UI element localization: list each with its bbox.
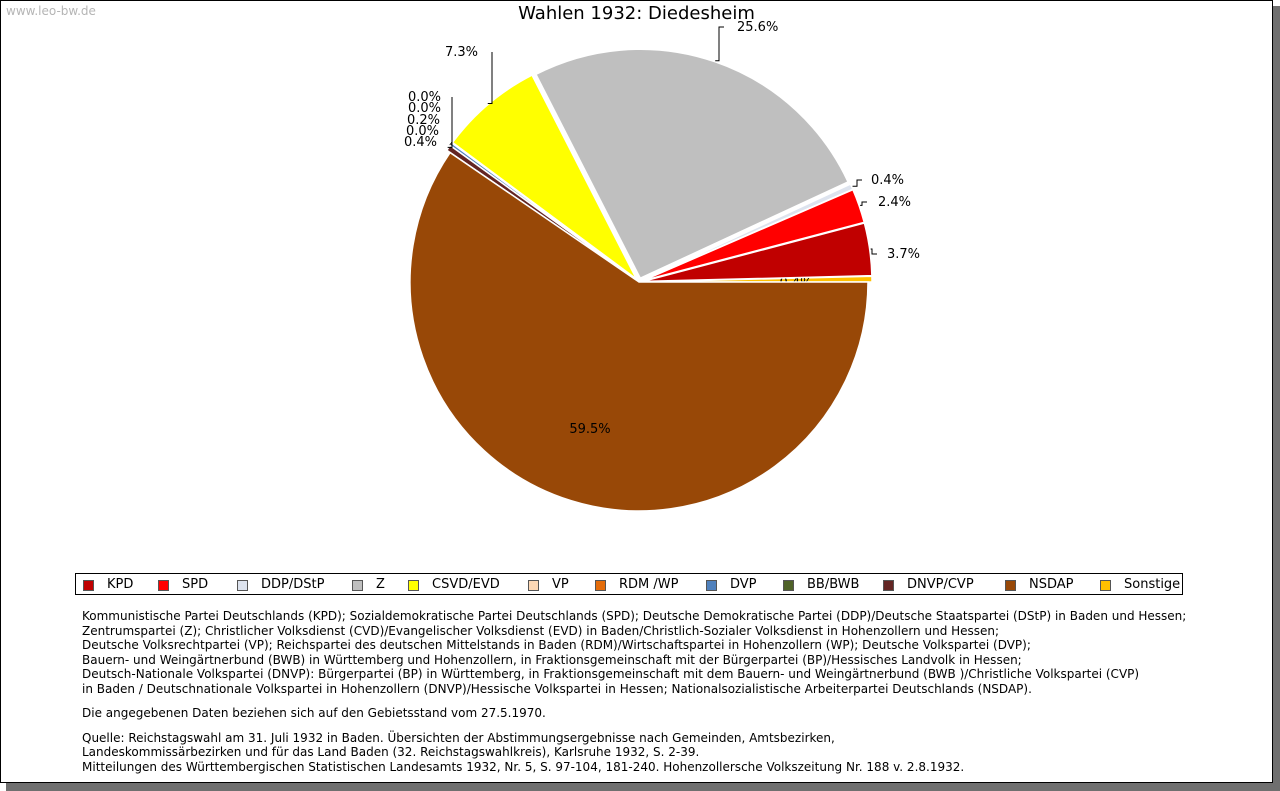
legend-label-sonstige: Sonstige — [1124, 577, 1181, 592]
chart-title: Wahlen 1932: Diedesheim — [518, 3, 755, 24]
legend-swatch-kpd — [83, 580, 94, 591]
legend-swatch-z — [352, 580, 363, 591]
legend-swatch-csvd-evd — [408, 580, 419, 591]
legend-label-z: Z — [376, 577, 385, 592]
legend-label-dvp: DVP — [730, 577, 757, 592]
note-source-2: Landeskommissärbezirken und für das Land… — [82, 745, 700, 759]
pie-label-nsdap: 59.5% — [569, 422, 610, 437]
pie-label-dnvp-cvp: 0.4% — [404, 135, 437, 150]
legend-label-rdm-wp: RDM /WP — [619, 577, 679, 592]
pie-label-dvp: 0.2% — [407, 113, 440, 128]
legend-label-kpd: KPD — [107, 577, 134, 592]
pie-leader-spd — [860, 201, 867, 206]
legend-swatch-spd — [158, 580, 169, 591]
pie-slice-dnvp-cvp — [445, 144, 637, 281]
chart-legend: KPD SPD DDP/DStP Z CSVD/EVD VP RDM /WP DVP BB/BW… — [75, 573, 1183, 595]
pie-slice-ddp-dstp — [642, 183, 854, 282]
pie-slice-nsdap — [409, 151, 869, 512]
note-parties-5: Deutsch-Nationale Volkspartei (DNVP): Bü… — [82, 667, 1140, 681]
legend-swatch-rdm-wp — [595, 580, 606, 591]
pie-label-kpd: 3.7% — [887, 247, 920, 262]
note-parties-1: Kommunistische Partei Deutschlands (KPD)… — [82, 609, 1187, 623]
note-source-1: Quelle: Reichstagswahl am 31. Juli 1932 … — [82, 730, 835, 745]
legend-swatch-ddp-dstp — [237, 580, 248, 591]
note-source-3: Mitteilungen des Württembergischen Stati… — [82, 759, 965, 774]
legend-swatch-dnvp-cvp — [883, 580, 894, 591]
legend-label-bb-bwb: BB/BWB — [807, 577, 860, 592]
pie-label-spd: 2.4% — [878, 195, 911, 210]
pie-leader-csvd-evd — [487, 52, 493, 104]
pie-label-rdm-wp: 0.0% — [408, 101, 441, 116]
pie-label-vp: 0.0% — [408, 90, 441, 105]
legend-label-dnvp-cvp: DNVP/CVP — [907, 577, 974, 592]
note-parties-3: Deutsche Volksrechtpartei (VP); Reichspa… — [82, 638, 1031, 652]
legend-swatch-sonstige — [1100, 580, 1111, 591]
legend-swatch-vp — [528, 580, 539, 591]
pie-leader-kpd — [870, 248, 877, 255]
legend-label-spd: SPD — [182, 577, 209, 592]
pie-leader-ddp-dstp — [852, 179, 862, 187]
pie-leader-z — [715, 26, 724, 62]
frame-shadow-bottom — [6, 783, 1280, 791]
legend-label-nsdap: NSDAP — [1029, 577, 1074, 592]
pie-label-z: 25.6% — [737, 20, 778, 35]
watermark: www.leo-bw.de — [6, 4, 96, 18]
note-parties-2: Zentrumspartei (Z); Christlicher Volksdi… — [82, 623, 1000, 638]
legend-swatch-dvp — [706, 580, 717, 591]
pie-leader-dnvp-cvp — [447, 142, 453, 148]
legend-label-vp: VP — [552, 577, 569, 592]
pie-slice-csvd-evd — [451, 74, 638, 280]
note-parties-6: in Baden / Deutschnationale Volkspartei … — [82, 681, 1032, 696]
pie-slice-z — [534, 48, 850, 280]
notes-block: Kommunistische Partei Deutschlands (KPD)… — [82, 609, 1186, 774]
pie-label-ddp-dstp: 0.4% — [871, 173, 904, 188]
legend-swatch-bb-bwb — [783, 580, 794, 591]
frame-shadow-right — [1273, 6, 1280, 791]
note-parties-4: Bauern- und Weingärtnerbund (BWB) in Wür… — [82, 652, 1022, 667]
pie-label-bb-bwb: 0.0% — [406, 124, 439, 139]
legend-swatch-nsdap — [1005, 580, 1016, 591]
pie-label-csvd-evd: 7.3% — [445, 45, 478, 60]
legend-label-csvd-evd: CSVD/EVD — [432, 577, 500, 592]
legend-label-ddp-dstp: DDP/DStP — [261, 577, 325, 592]
pie-chart: 0.4%3.7%2.4%0.4%25.6%7.3%0.0%0.0%0.2%0.0… — [404, 20, 920, 512]
note-territory: Die angegebenen Daten beziehen sich auf … — [82, 706, 546, 720]
pie-slice-kpd — [642, 222, 873, 283]
